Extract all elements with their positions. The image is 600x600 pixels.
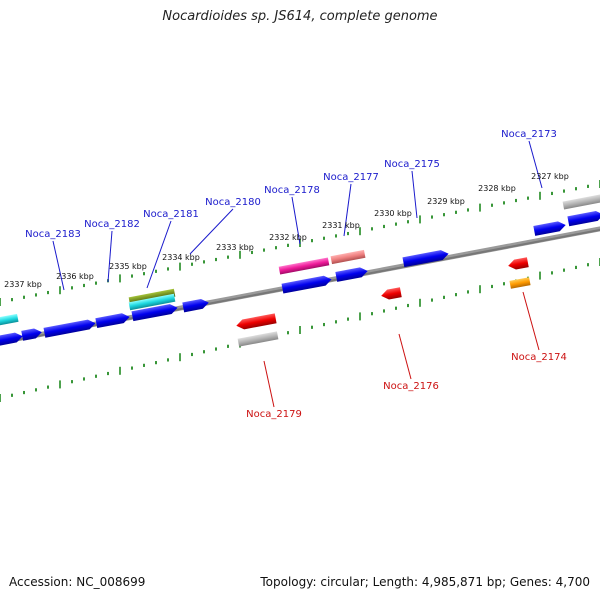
leader-line xyxy=(263,360,275,408)
leader-line xyxy=(411,170,418,219)
leader-line xyxy=(291,196,301,245)
gene-arrow-noca-2178 xyxy=(281,275,332,294)
gene-label[interactable]: Noca_2176 xyxy=(383,381,439,392)
ruler-tick-label: 2334 kbp xyxy=(162,253,200,262)
gene-arrow-noca-2181-shape xyxy=(131,304,178,322)
leader-line xyxy=(52,240,65,291)
gene-features xyxy=(0,194,600,347)
gene-arrow-noca-2176 xyxy=(381,287,402,300)
gene-arrow-noca-2173 xyxy=(533,221,566,236)
gene-arrow-noca-2177-shape xyxy=(335,267,368,282)
ruler-tick-label: 2330 kbp xyxy=(374,209,412,218)
leader-line xyxy=(189,208,234,255)
gene-arrow-noca-2180 xyxy=(182,298,209,313)
gray-feature-2179 xyxy=(237,331,279,347)
gene-labels: Noca_2173Noca_2175Noca_2177Noca_2178Noca… xyxy=(25,129,567,420)
orange-feature-2174 xyxy=(509,277,531,289)
cyan-feature-shape xyxy=(128,293,176,311)
gray-feature-right xyxy=(562,194,600,210)
gene-arrow-small-shape xyxy=(21,328,42,341)
pink-feature-shape xyxy=(278,257,330,275)
gene-arrow-noca-2175-shape xyxy=(402,250,449,268)
ruler-tick-label: 2331 kbp xyxy=(322,221,360,230)
ruler-tick-label: 2337 kbp xyxy=(4,280,42,289)
gene-arrow-noca-2174 xyxy=(508,257,529,270)
gene-label[interactable]: Noca_2177 xyxy=(323,172,379,183)
accession-text: Accession: NC_008699 xyxy=(9,575,146,589)
gene-label[interactable]: Noca_2182 xyxy=(84,219,140,230)
gene-label[interactable]: Noca_2175 xyxy=(384,159,440,170)
gene-arrow-noca-2182 xyxy=(95,313,130,329)
leader-line xyxy=(146,220,172,289)
leader-line xyxy=(343,183,352,237)
gene-arrow-noca-2183 xyxy=(43,319,96,338)
pink-feature xyxy=(278,257,330,275)
gene-arrow-noca-2173-shape xyxy=(533,221,566,236)
orange-feature-2174-shape xyxy=(509,277,531,289)
gene-arrow-noca-2178-shape xyxy=(281,275,332,294)
gene-arrow-noca-2181 xyxy=(131,304,178,322)
gene-arrow-noca-2180-shape xyxy=(182,298,209,313)
ruler-tick-label: 2332 kbp xyxy=(269,233,307,242)
leader-line xyxy=(107,230,113,283)
gene-label[interactable]: Noca_2174 xyxy=(511,352,567,363)
cyan-feature xyxy=(128,293,176,311)
gene-arrow-small xyxy=(21,328,42,341)
gene-arrow-noca-2177 xyxy=(335,267,368,282)
gene-arrow-noca-2183-shape xyxy=(43,319,96,338)
cyan-feature-left xyxy=(0,313,19,327)
gray-feature-2179-shape xyxy=(237,331,279,347)
leader-line xyxy=(528,140,543,189)
ruler-tick-label: 2329 kbp xyxy=(427,197,465,206)
leader-line xyxy=(398,333,412,380)
ruler-tick-labels: 2327 kbp 2328 kbp 2329 kbp 2330 kbp 2331 kbp… xyxy=(4,172,569,289)
gene-arrow-noca-2179-shape xyxy=(236,313,277,330)
ruler-tick-label: 2333 kbp xyxy=(216,243,254,252)
gene-label[interactable]: Noca_2179 xyxy=(246,409,302,420)
leader-line xyxy=(522,291,540,351)
gray-feature-right-shape xyxy=(562,194,600,210)
label-leader-lines xyxy=(52,140,543,408)
gene-arrow-noca-2182-shape xyxy=(95,313,130,329)
gene-label[interactable]: Noca_2181 xyxy=(143,209,199,220)
gene-arrow-noca-2179 xyxy=(236,313,277,330)
topology-summary: Topology: circular; Length: 4,985,871 bp… xyxy=(260,575,590,589)
gene-label[interactable]: Noca_2173 xyxy=(501,129,557,140)
gene-arrow-edge-right-shape xyxy=(567,211,600,227)
gene-label[interactable]: Noca_2180 xyxy=(205,197,261,208)
gene-label[interactable]: Noca_2183 xyxy=(25,229,81,240)
ruler-tick-label: 2328 kbp xyxy=(478,184,516,193)
ruler-tick-label: 2336 kbp xyxy=(56,272,94,281)
cyan-feature-left-shape xyxy=(0,313,19,327)
gene-arrow-edge-left xyxy=(0,332,23,347)
gene-arrow-edge-right xyxy=(567,211,600,227)
gene-arrow-noca-2175 xyxy=(402,250,449,268)
gene-label[interactable]: Noca_2178 xyxy=(264,185,320,196)
salmon-feature-shape xyxy=(330,249,366,265)
gene-arrow-edge-left-shape xyxy=(0,332,23,347)
ruler-tick-label: 2327 kbp xyxy=(531,172,569,181)
gene-arrow-noca-2176-shape xyxy=(381,287,402,300)
gene-arrow-noca-2174-shape xyxy=(508,257,529,270)
salmon-feature xyxy=(330,249,366,265)
ruler-tick-label: 2335 kbp xyxy=(109,262,147,271)
genome-title: Nocardioides sp. JS614, complete genome xyxy=(162,9,438,24)
